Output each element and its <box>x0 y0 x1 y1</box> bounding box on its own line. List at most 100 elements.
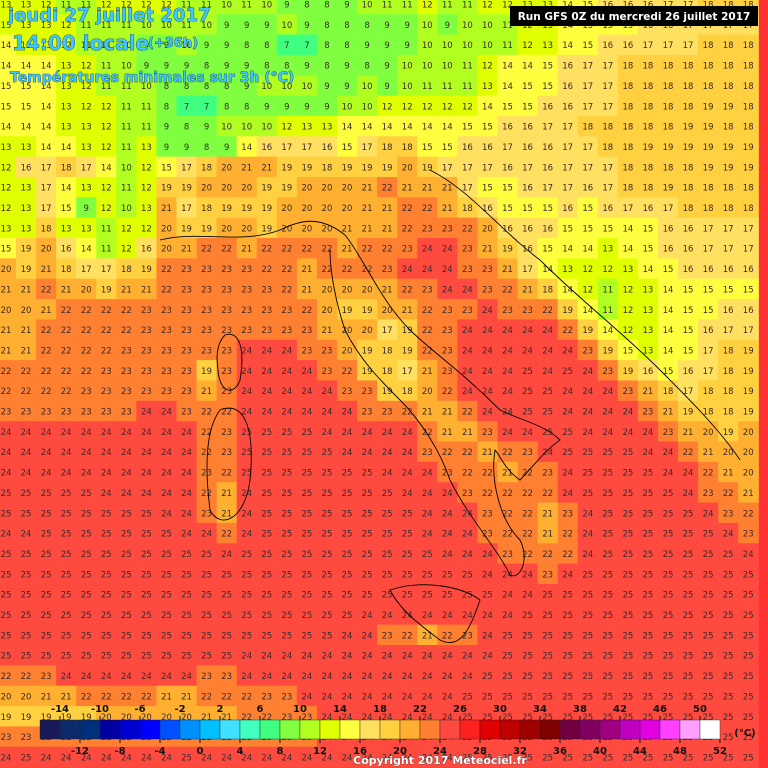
cell-value: 24 <box>301 692 312 702</box>
cell-fill <box>76 176 97 198</box>
cell-value: 22 <box>261 713 272 723</box>
cell-value: 19 <box>362 367 373 377</box>
cell-fill <box>678 380 699 402</box>
cell-fill <box>397 197 418 219</box>
cell-fill <box>397 502 418 524</box>
cell-fill <box>116 339 137 361</box>
cell-value: 20 <box>342 204 353 214</box>
cell-value: 11 <box>101 62 112 72</box>
cell-fill <box>36 583 57 605</box>
cell-value: 12 <box>402 102 413 112</box>
cell-fill <box>357 136 378 158</box>
cell-fill <box>557 482 579 504</box>
sicily <box>389 584 481 643</box>
cell-value: 25 <box>342 570 353 580</box>
cell-value: 9 <box>284 102 289 112</box>
cell-fill <box>637 156 659 178</box>
cell-fill <box>738 319 759 341</box>
cell-value: 24 <box>141 408 152 418</box>
cell-value: 25 <box>703 611 714 621</box>
cell-value: 20 <box>342 285 353 295</box>
cell-fill <box>457 54 479 76</box>
cell-fill <box>276 746 298 768</box>
cell-fill <box>36 115 57 137</box>
cell-fill <box>156 319 178 341</box>
cell-fill <box>557 400 579 422</box>
cell-fill <box>678 360 699 382</box>
cell-value: 18 <box>622 163 633 173</box>
cell-fill <box>0 482 17 504</box>
cell-fill <box>0 136 17 158</box>
cell-value: 25 <box>61 550 72 560</box>
cell-value: 25 <box>622 489 633 499</box>
cell-value: 17 <box>522 265 533 275</box>
cell-value: 24 <box>181 530 192 540</box>
cell-fill <box>678 685 699 707</box>
cell-value: 23 <box>362 387 373 397</box>
cell-value: 23 <box>221 265 232 275</box>
cell-fill <box>56 136 77 158</box>
legend-label: 12 <box>313 746 327 757</box>
cell-fill <box>116 400 137 422</box>
cell-fill <box>698 299 719 321</box>
cell-fill <box>617 645 639 666</box>
cell-fill <box>196 258 218 280</box>
cell-fill <box>417 482 438 504</box>
cell-fill <box>276 75 298 97</box>
cell-fill <box>457 543 479 565</box>
cell-value: 23 <box>482 530 493 540</box>
cell-value: 24 <box>241 509 252 519</box>
cell-fill <box>637 563 659 585</box>
cell-value: 25 <box>723 631 734 641</box>
cell-fill <box>16 156 37 178</box>
cell-fill <box>617 95 639 117</box>
cell-fill <box>76 299 97 321</box>
cell-value: 25 <box>643 672 654 682</box>
cell-value: 22 <box>1 672 12 682</box>
cell-fill <box>0 461 17 483</box>
cell-value: 23 <box>442 224 453 234</box>
cell-value: 11 <box>81 41 92 51</box>
cell-fill <box>497 54 519 76</box>
cell-fill <box>56 746 77 768</box>
cell-fill <box>16 238 37 259</box>
cell-value: 22 <box>322 245 333 255</box>
cell-value: 25 <box>281 570 292 580</box>
cell-fill <box>276 176 298 198</box>
cell-fill <box>357 624 378 646</box>
cell-fill <box>96 522 117 544</box>
cell-fill <box>136 319 158 341</box>
cell-fill <box>537 482 559 504</box>
cell-value: 19 <box>301 163 312 173</box>
cell-fill <box>0 95 17 117</box>
cell-fill <box>76 217 97 239</box>
cell-value: 25 <box>362 509 373 519</box>
cell-fill <box>477 115 499 137</box>
cell-fill <box>16 604 37 626</box>
cell-value: 20 <box>221 224 232 234</box>
cell-fill <box>617 604 639 626</box>
cell-fill <box>236 665 258 687</box>
cell-value: 25 <box>1 611 12 621</box>
coastlines <box>159 169 741 643</box>
cell-value: 9 <box>304 102 309 112</box>
cell-value: 19 <box>261 184 272 194</box>
cell-value: 25 <box>141 591 152 601</box>
subtitle: Températures minimales sur 3h (°C) <box>10 70 294 86</box>
cell-fill <box>417 238 438 259</box>
cell-value: 17 <box>81 265 92 275</box>
cell-fill <box>16 278 37 300</box>
cell-value: 19 <box>743 387 754 397</box>
cell-value: 25 <box>683 530 694 540</box>
cell-fill <box>718 604 739 626</box>
cell-value: 22 <box>342 265 353 275</box>
cell-fill <box>136 746 158 768</box>
cell-fill <box>537 645 559 666</box>
cell-value: 18 <box>663 62 674 72</box>
cell-value: 22 <box>522 550 533 560</box>
cell-fill <box>457 645 479 666</box>
cell-value: 25 <box>643 550 654 560</box>
cell-fill <box>296 746 318 768</box>
cell-value: 24 <box>1 530 12 540</box>
